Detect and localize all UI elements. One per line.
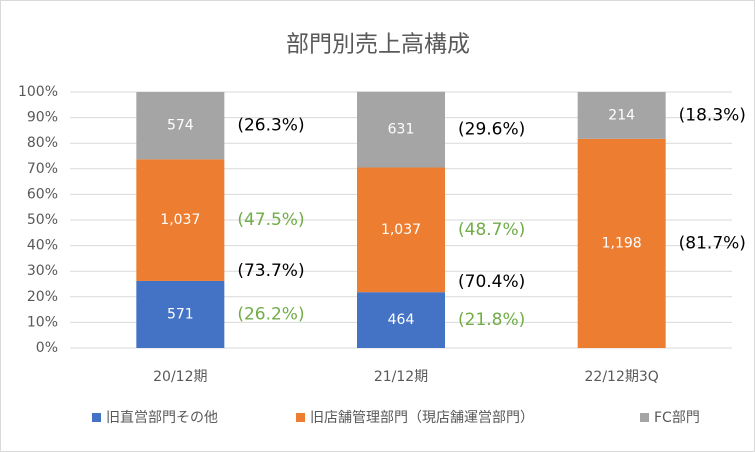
bar-segment — [357, 167, 445, 293]
legend-swatch — [640, 413, 649, 422]
chart-title: 部門別売上高構成 — [286, 32, 470, 58]
count-label: 1,037 — [381, 222, 421, 238]
y-tick-label: 20% — [27, 289, 58, 305]
y-tick-label: 10% — [27, 314, 58, 330]
total-label: (70.4%) — [458, 272, 525, 292]
value-label: (47.5%) — [237, 210, 304, 230]
y-tick-label: 30% — [27, 263, 58, 279]
bar-segment — [357, 292, 445, 348]
value-label: (26.3%) — [237, 116, 304, 136]
count-label: 214 — [608, 107, 635, 123]
legend-label: 旧店舗管理部門（現店舗運営部門） — [310, 410, 534, 426]
y-tick-label: 50% — [27, 212, 58, 228]
y-tick-label: 0% — [36, 340, 58, 356]
y-tick-label: 90% — [27, 110, 58, 126]
total-label: (81.7%) — [679, 233, 746, 253]
x-tick-label: 20/12期 — [153, 369, 207, 385]
bar-segment — [136, 280, 225, 348]
x-tick-label: 22/12期3Q — [585, 369, 659, 385]
bar-segment — [577, 138, 666, 348]
value-label: (48.7%) — [458, 220, 525, 240]
bar-segment — [136, 159, 225, 281]
y-tick-label: 60% — [27, 186, 58, 202]
count-label: 1,198 — [602, 235, 642, 251]
value-label: (21.8%) — [458, 310, 525, 330]
value-label: (18.3%) — [679, 105, 746, 125]
y-tick-label: 80% — [27, 135, 58, 151]
count-label: 631 — [388, 122, 415, 138]
x-tick-label: 21/12期 — [374, 369, 428, 385]
legend-label: 旧直営部門その他 — [106, 409, 218, 426]
bar-segment — [577, 92, 666, 139]
count-label: 574 — [167, 118, 194, 134]
count-label: 1,037 — [160, 212, 200, 228]
legend-swatch — [92, 413, 101, 422]
count-label: 464 — [388, 312, 415, 328]
bar-segment — [136, 92, 225, 160]
value-label: (26.2%) — [237, 304, 304, 324]
count-label: 571 — [167, 306, 194, 322]
y-tick-label: 70% — [27, 161, 58, 177]
legend-swatch — [296, 413, 305, 422]
total-label: (73.7%) — [237, 261, 304, 281]
bar-segment — [357, 91, 445, 168]
legend-label: FC部門 — [654, 410, 700, 426]
y-tick-label: 40% — [27, 238, 58, 254]
y-tick-label: 100% — [18, 84, 58, 100]
value-label: (29.6%) — [458, 120, 525, 140]
